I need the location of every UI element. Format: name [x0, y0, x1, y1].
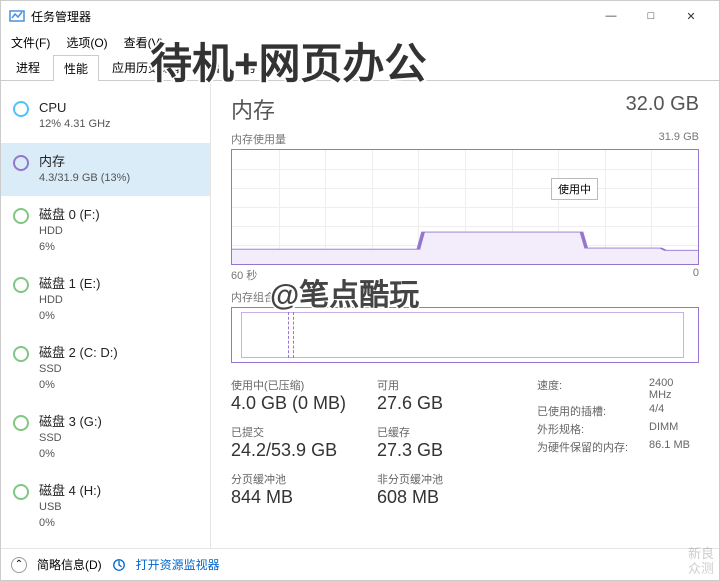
- info-row: 速度:2400 MHz: [537, 377, 699, 401]
- tabbar: 进程 性能 应用历史记录 启 务: [1, 53, 719, 81]
- sidebar-item-5[interactable]: 磁盘 3 (G:)SSD 0%: [1, 403, 210, 472]
- stat-block: 分页缓冲池844 MB: [231, 471, 351, 508]
- sidebar-item-sub: SSD 0%: [39, 362, 118, 393]
- resource-ring-icon: [13, 415, 29, 431]
- tab-services[interactable]: 务: [233, 54, 267, 80]
- menubar: 文件(F) 选项(O) 查看(V): [1, 31, 719, 53]
- sidebar-item-sub: 4.3/31.9 GB (13%): [39, 171, 130, 186]
- sidebar-item-sub: 12% 4.31 GHz: [39, 117, 111, 132]
- sidebar-item-name: 内存: [39, 153, 130, 171]
- sidebar-item-name: 磁盘 3 (G:): [39, 413, 102, 431]
- sidebar-item-sub: SSD 0%: [39, 431, 102, 462]
- app-icon: [9, 8, 25, 24]
- x-axis-right: 0: [693, 267, 699, 283]
- close-button[interactable]: ✕: [671, 1, 711, 31]
- x-axis-left: 60 秒: [231, 267, 257, 283]
- resource-ring-icon: [13, 277, 29, 293]
- stat-block: 可用27.6 GB: [377, 377, 497, 414]
- sidebar-item-0[interactable]: CPU12% 4.31 GHz: [1, 89, 210, 143]
- minimize-button[interactable]: —: [591, 1, 631, 31]
- task-manager-window: 任务管理器 — □ ✕ 文件(F) 选项(O) 查看(V) 进程 性能 应用历史…: [0, 0, 720, 581]
- fewer-details-link[interactable]: 简略信息(D): [37, 556, 102, 573]
- maximize-button[interactable]: □: [631, 1, 671, 31]
- info-row: 已使用的插槽:4/4: [537, 403, 699, 419]
- sidebar: CPU12% 4.31 GHz内存4.3/31.9 GB (13%)磁盘 0 (…: [1, 81, 211, 548]
- chart-badge: 使用中: [551, 178, 598, 200]
- tab-processes[interactable]: 进程: [5, 54, 51, 80]
- sidebar-item-sub: HDD 0%: [39, 293, 100, 324]
- footer: ⌃ 简略信息(D) 打开资源监视器: [1, 548, 719, 580]
- sidebar-item-6[interactable]: 磁盘 4 (H:)USB 0%: [1, 472, 210, 541]
- tab-startup[interactable]: 启: [197, 54, 231, 80]
- page-title: 内存: [231, 93, 275, 125]
- content: CPU12% 4.31 GHz内存4.3/31.9 GB (13%)磁盘 0 (…: [1, 81, 719, 548]
- chevron-up-icon[interactable]: ⌃: [11, 557, 27, 573]
- stats: 使用中(已压缩)4.0 GB (0 MB) 可用27.6 GB 已提交24.2/53…: [231, 377, 699, 518]
- info-row: 外形规格:DIMM: [537, 421, 699, 437]
- window-title: 任务管理器: [31, 8, 91, 25]
- stat-block: 非分页缓冲池608 MB: [377, 471, 497, 508]
- menu-file[interactable]: 文件(F): [5, 32, 56, 53]
- resmon-link[interactable]: 打开资源监视器: [136, 556, 220, 573]
- resource-ring-icon: [13, 346, 29, 362]
- resource-ring-icon: [13, 208, 29, 224]
- resmon-icon: [112, 558, 126, 572]
- sidebar-item-sub: USB 0%: [39, 500, 101, 531]
- menu-view[interactable]: 查看(V): [118, 32, 170, 53]
- sidebar-item-name: 磁盘 1 (E:): [39, 275, 100, 293]
- sidebar-item-2[interactable]: 磁盘 0 (F:)HDD 6%: [1, 196, 210, 265]
- sidebar-item-name: CPU: [39, 99, 111, 117]
- usage-max: 31.9 GB: [659, 131, 699, 147]
- info-row: 为硬件保留的内存:86.1 MB: [537, 439, 699, 455]
- main-panel: 内存 32.0 GB 内存使用量 31.9 GB 使用中 60 秒 0 内存组合: [211, 81, 719, 548]
- tab-performance[interactable]: 性能: [53, 55, 99, 81]
- resource-ring-icon: [13, 155, 29, 171]
- sidebar-item-4[interactable]: 磁盘 2 (C: D:)SSD 0%: [1, 334, 210, 403]
- sidebar-item-3[interactable]: 磁盘 1 (E:)HDD 0%: [1, 265, 210, 334]
- usage-label: 内存使用量: [231, 131, 286, 147]
- memory-usage-chart: 使用中: [231, 149, 699, 265]
- sidebar-item-sub: HDD 6%: [39, 224, 100, 255]
- resource-ring-icon: [13, 101, 29, 117]
- resource-ring-icon: [13, 484, 29, 500]
- composition-label: 内存组合: [231, 289, 699, 305]
- memory-composition: [231, 307, 699, 363]
- sidebar-item-name: 磁盘 0 (F:): [39, 206, 100, 224]
- titlebar[interactable]: 任务管理器 — □ ✕: [1, 1, 719, 31]
- sidebar-item-name: 磁盘 2 (C: D:): [39, 344, 118, 362]
- stat-block: 使用中(已压缩)4.0 GB (0 MB): [231, 377, 351, 414]
- tab-history[interactable]: 应用历史记录: [101, 54, 195, 80]
- stat-block: 已提交24.2/53.9 GB: [231, 424, 351, 461]
- menu-options[interactable]: 选项(O): [60, 32, 113, 53]
- sidebar-item-name: 磁盘 4 (H:): [39, 482, 101, 500]
- sidebar-item-1[interactable]: 内存4.3/31.9 GB (13%): [1, 143, 210, 197]
- stat-block: 已缓存27.3 GB: [377, 424, 497, 461]
- memory-total: 32.0 GB: [626, 93, 699, 116]
